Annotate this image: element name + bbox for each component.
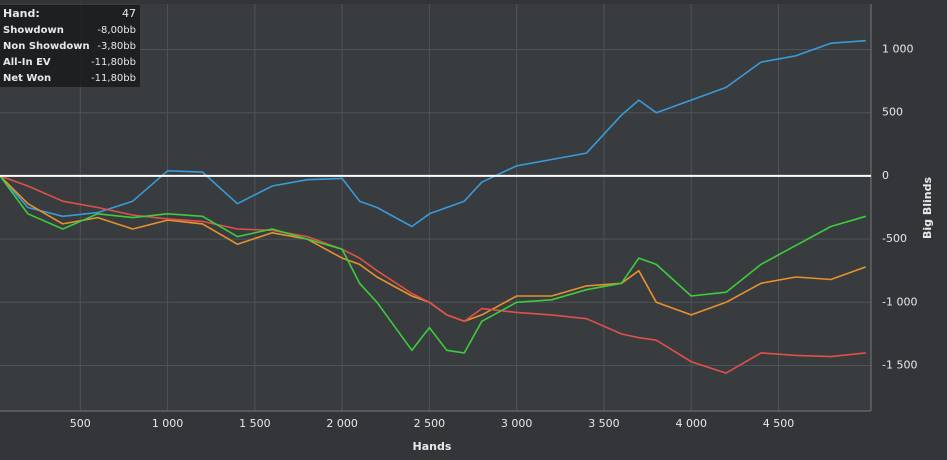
y-tick-label: -500 <box>882 232 907 245</box>
x-tick-label: 3 500 <box>588 417 620 430</box>
info-label: Net Won <box>3 73 51 84</box>
info-value: -3,80bb <box>97 41 136 52</box>
x-tick-label: 4 500 <box>763 417 795 430</box>
y-tick-label: 0 <box>882 169 889 182</box>
x-tick-label: 1 500 <box>239 417 271 430</box>
x-tick-label: 4 000 <box>675 417 707 430</box>
info-value: -11,80bb <box>91 73 136 84</box>
info-value: -8,00bb <box>97 25 136 36</box>
x-tick-label: 2 000 <box>326 417 358 430</box>
series-line <box>0 175 867 354</box>
x-tick-label: 500 <box>70 417 91 430</box>
x-tick-label: 3 000 <box>501 417 533 430</box>
y-tick-label: 500 <box>882 106 903 119</box>
info-label: Non Showdown <box>3 41 90 52</box>
info-label: All-In EV <box>3 57 51 68</box>
info-value: 47 <box>122 7 136 20</box>
info-label: Hand: <box>3 7 40 20</box>
x-axis-title: Hands <box>413 440 452 453</box>
x-tick-label: 1 000 <box>152 417 184 430</box>
y-tick-label: 1 000 <box>882 43 914 56</box>
info-panel <box>0 5 140 87</box>
x-tick-label: 2 500 <box>414 417 446 430</box>
series-line <box>0 175 866 374</box>
y-tick-label: -1 500 <box>882 358 917 371</box>
info-value: -11,80bb <box>91 57 136 68</box>
y-tick-label: -1 000 <box>882 295 917 308</box>
y-axis-title: Big Blinds <box>921 177 934 239</box>
plot-area <box>0 4 871 411</box>
info-label: Showdown <box>3 25 64 36</box>
